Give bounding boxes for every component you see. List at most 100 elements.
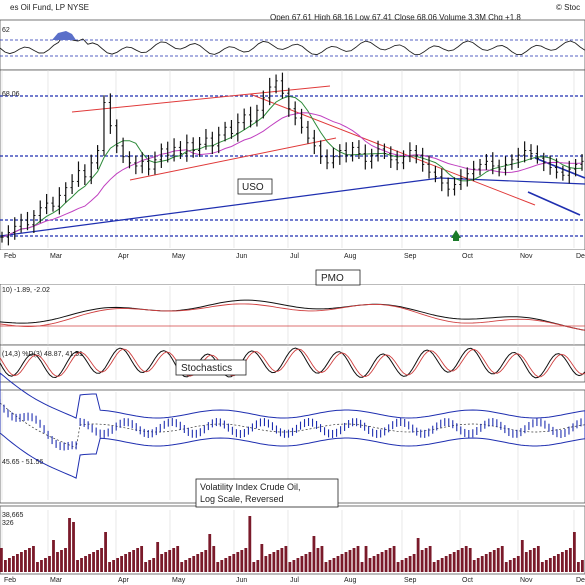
volume-bar (148, 560, 152, 572)
volume-legend-2: 326 (2, 520, 14, 527)
month-tick-label: Aug (344, 577, 357, 584)
volume-bar (84, 556, 87, 572)
volume-bar (36, 562, 39, 572)
volume-bar (244, 548, 248, 572)
volume-bar (60, 550, 63, 572)
volume-bar (240, 550, 244, 572)
price-trendlines (0, 85, 585, 237)
channel-lower (527, 191, 581, 216)
volume-bar (180, 562, 184, 572)
volume-legend-1: 38,665 (2, 512, 24, 519)
low-value: 67.41 (371, 13, 392, 22)
volume-bar (172, 548, 176, 572)
volume-bar (572, 532, 576, 572)
volume-bar (204, 550, 208, 572)
month-tick-label: Dec (576, 253, 585, 260)
volume-bar (188, 558, 192, 572)
stoch-d-line (0, 348, 585, 378)
volume-bar (368, 558, 372, 572)
volume-bar (100, 548, 103, 572)
quote-bar: Open 67.61 High 68.16 Low 67.41 Close 68… (270, 13, 521, 22)
volume-bar (424, 548, 428, 572)
volume-bar (356, 546, 360, 572)
top-indicator-value: 62 (2, 27, 10, 34)
open-label: Open (270, 13, 290, 22)
support-trendline (0, 177, 441, 237)
price-bars (0, 72, 584, 246)
volume-bar (332, 558, 336, 572)
volume-bar (224, 558, 228, 572)
vix-label-box: Volatility Index Crude Oil, Log Scale, R… (195, 478, 339, 508)
volume-bar (328, 560, 332, 572)
top-indicator-line (0, 34, 585, 56)
volume-bar (360, 562, 364, 572)
volume-bar (444, 556, 448, 572)
panel-frame (0, 344, 585, 383)
buy-arrow-icon (451, 230, 461, 241)
volume-bar (336, 556, 340, 572)
month-tick-label: Feb (4, 577, 16, 584)
volume-bar (320, 546, 324, 572)
volume-bar (24, 550, 27, 572)
month-tick-label: Apr (118, 577, 130, 584)
volume-bar (392, 546, 396, 572)
volume-bar (40, 560, 43, 572)
chg-label: Chg (488, 13, 503, 22)
volume-bar (520, 540, 524, 572)
copyright-corner: © Stoc (556, 3, 581, 12)
volume-bars (0, 516, 584, 572)
volume-bar (184, 560, 188, 572)
month-tick-label: Aug (344, 253, 357, 260)
volume-bar (252, 562, 256, 572)
ticker-label-box: USO (237, 178, 273, 195)
pmo-line (0, 299, 585, 331)
panel-frame (0, 283, 585, 346)
volume-bar (380, 552, 384, 572)
volume-bar (348, 550, 352, 572)
vix-midline (0, 402, 585, 449)
volume-bar (568, 548, 572, 572)
volume-bar (32, 546, 35, 572)
month-tick-label: Dec (576, 577, 585, 584)
volume-bar (480, 556, 484, 572)
volume-bar (192, 556, 196, 572)
volume-bar (552, 556, 556, 572)
volume-bar (28, 548, 31, 572)
volume-bar (156, 542, 160, 572)
volume-bar (532, 548, 536, 572)
vix-band (0, 372, 585, 479)
volume-bar (216, 562, 220, 572)
volume-bar (232, 554, 236, 572)
volume-bar (412, 554, 416, 572)
chg-value: +1.8 (505, 13, 521, 22)
month-strip (0, 250, 585, 284)
volume-bar (272, 552, 276, 572)
volume-bar (176, 546, 180, 572)
volume-bar (108, 562, 111, 572)
volume-bar (580, 560, 584, 572)
month-axis-top: Feb Mar Apr May Jun Jul Aug Sep Oct Nov Dec (4, 253, 585, 260)
volume-bar (48, 556, 51, 572)
volume-bar (340, 554, 344, 572)
top-indicator-fill (52, 31, 76, 40)
volume-bar (300, 556, 304, 572)
volume-bar (468, 548, 472, 572)
vix-label-line2: Log Scale, Reversed (200, 494, 284, 504)
low-label: Low (355, 13, 370, 22)
pmo-legend: 10) -1.89, -2.02 (2, 287, 50, 294)
month-tick-label: Jun (236, 253, 247, 260)
volume-bar (200, 552, 204, 572)
stochastics-lines (0, 347, 585, 379)
stoch-k-line (0, 347, 585, 379)
volume-bar (400, 560, 404, 572)
volume-bar (304, 554, 308, 572)
volume-bar (128, 552, 132, 572)
pmo-label: PMO (321, 273, 344, 284)
volume-bar (396, 562, 400, 572)
month-tick-label: Mar (50, 253, 63, 260)
volume-bar (116, 558, 119, 572)
volume-bar (52, 540, 55, 572)
resistance-trendline-upper (71, 85, 331, 113)
top-indicator (0, 31, 585, 57)
volume-bar (228, 556, 232, 572)
